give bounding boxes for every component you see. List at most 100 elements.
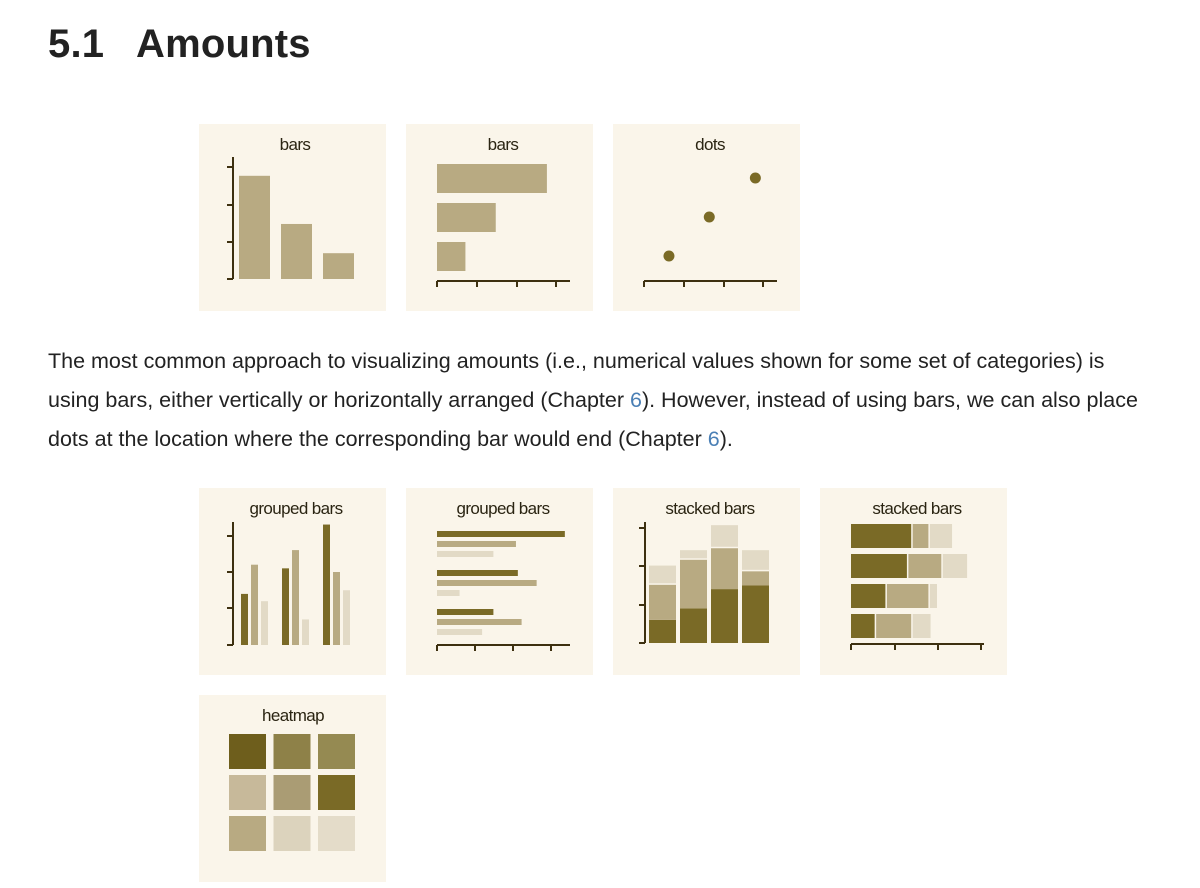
bar-segment: [711, 525, 738, 547]
bar-segment: [942, 554, 968, 578]
y-axis: [227, 522, 234, 646]
x-axis: [850, 643, 984, 650]
chart-bars-horizontal: bars: [436, 135, 570, 287]
x-axis: [436, 644, 570, 651]
panel-stacked-bars-vertical: stacked bars: [613, 488, 800, 675]
bar-segment: [680, 608, 707, 643]
panel-bars-vertical: bars: [199, 124, 386, 311]
bar: [323, 253, 354, 279]
bar: [292, 550, 299, 645]
panel-grouped-bars-vertical: grouped bars: [199, 488, 386, 675]
bar: [437, 541, 516, 547]
chart-grouped-bars-vertical: grouped bars: [227, 499, 350, 646]
bar-segment: [851, 554, 907, 578]
bar-segment: [649, 584, 676, 620]
chart-title: heatmap: [262, 706, 324, 725]
panel-grouped-bars-horizontal: grouped bars: [406, 488, 593, 675]
bar: [343, 590, 350, 645]
chart-title: stacked bars: [872, 499, 961, 518]
bar-segment: [649, 619, 676, 643]
bar: [302, 619, 309, 645]
bar: [333, 572, 340, 645]
bar-segment: [742, 585, 769, 643]
bar: [437, 242, 466, 271]
heatmap-cell: [273, 816, 311, 851]
bar-segment: [929, 584, 937, 608]
bar-segment: [742, 550, 769, 570]
paragraph-text: The most common approach to visualizing …: [48, 349, 1105, 412]
y-axis: [227, 157, 234, 280]
bar-segment: [908, 554, 942, 578]
bar: [437, 629, 483, 635]
bar-segment: [711, 589, 738, 643]
bar-segment: [680, 559, 707, 609]
x-axis: [643, 280, 777, 287]
bar: [437, 619, 522, 625]
bar-segment: [886, 584, 929, 608]
chart-stacked-bars-vertical: stacked bars: [639, 499, 769, 644]
bar: [437, 580, 537, 586]
bar: [239, 175, 270, 279]
bar-segment: [742, 571, 769, 586]
heatmap-cell: [229, 734, 266, 769]
bar: [437, 203, 496, 232]
section-title: Amounts: [136, 22, 311, 66]
bar-segment: [649, 565, 676, 584]
dot: [703, 211, 715, 223]
chart-title: bars: [488, 135, 519, 154]
chart-title: grouped bars: [250, 499, 343, 518]
chart-heatmap: heatmap: [229, 706, 355, 851]
bar-segment: [876, 614, 912, 638]
chart-bars-vertical: bars: [227, 135, 354, 280]
bar-segment: [851, 524, 912, 548]
heatmap-cell: [318, 816, 355, 851]
panel-bars-horizontal: bars: [406, 124, 593, 311]
dot: [749, 172, 761, 184]
panel-heatmap: heatmap: [199, 695, 386, 882]
bar: [437, 570, 518, 576]
y-axis: [639, 522, 646, 644]
chart-title: bars: [280, 135, 311, 154]
heatmap-cell: [318, 775, 355, 810]
bar: [281, 223, 312, 279]
chapter-6-link[interactable]: 6: [629, 388, 642, 412]
heatmap-cell: [229, 816, 266, 851]
bar: [437, 531, 565, 537]
heatmap-cell: [273, 775, 311, 810]
section-number: 5.1: [48, 22, 105, 66]
paragraph-text: ).: [719, 427, 733, 451]
body-paragraph: The most common approach to visualizing …: [48, 342, 1158, 459]
chart-title: stacked bars: [665, 499, 754, 518]
heatmap-cell: [318, 734, 355, 769]
paragraph-text: ). However, instead of using bars, we ca…: [48, 388, 1138, 451]
bar: [437, 590, 460, 596]
bar-segment: [912, 614, 931, 638]
x-axis: [436, 280, 570, 287]
bar-segment: [711, 548, 738, 590]
bar: [251, 564, 258, 645]
chart-stacked-bars-horizontal: stacked bars: [850, 499, 984, 650]
chart-title: grouped bars: [457, 499, 550, 518]
chart-dots: dots: [643, 135, 777, 287]
bar: [437, 551, 494, 557]
bar: [282, 568, 289, 645]
section-heading: 5.1 Amounts: [48, 22, 311, 67]
bar-segment: [680, 550, 707, 559]
bar-segment: [912, 524, 929, 548]
chart-grouped-bars-horizontal: grouped bars: [436, 499, 570, 651]
chart-title: dots: [695, 135, 725, 154]
dot: [663, 250, 675, 262]
bar: [261, 601, 268, 645]
chapter-6-link[interactable]: 6: [707, 427, 720, 451]
bar: [241, 593, 248, 645]
bar-segment: [929, 524, 953, 548]
bar: [437, 164, 547, 193]
heatmap-cell: [273, 734, 311, 769]
heatmap-cell: [229, 775, 266, 810]
bar: [437, 609, 494, 615]
bar: [323, 524, 330, 645]
bar-segment: [851, 584, 886, 608]
panel-stacked-bars-horizontal: stacked bars: [820, 488, 1007, 675]
panel-dots: dots: [613, 124, 800, 311]
bar-segment: [851, 614, 875, 638]
